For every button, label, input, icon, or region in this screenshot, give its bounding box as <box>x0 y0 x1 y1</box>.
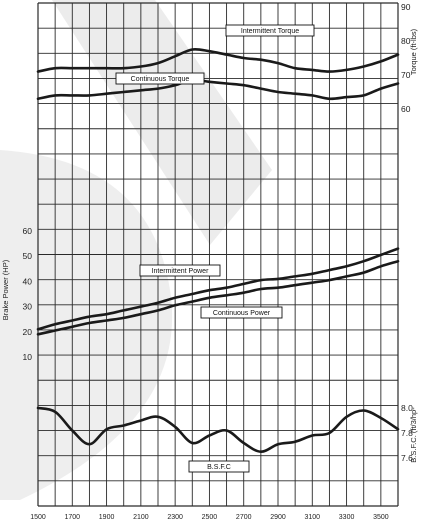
bsfc-y-tick-label: 8.0 <box>401 403 413 413</box>
bsfc-axis-title: B.S.F.C. (ft/3/hp- <box>409 407 418 463</box>
x-tick-label: 2700 <box>236 514 252 521</box>
torque-y-tick-label: 70 <box>401 70 411 80</box>
power-y-tick-label: 30 <box>23 302 33 312</box>
power-y-tick-label: 50 <box>23 251 33 261</box>
bsfc-label: B.S.F.C <box>188 460 250 473</box>
torque-axis-title: Torque (ft-lbs) <box>409 28 418 75</box>
torque-series-line-1 <box>36 47 400 73</box>
x-tick-label: 1700 <box>64 514 80 521</box>
power-intermittent-label-box <box>139 264 221 277</box>
bsfc-label-text: B.S.F.C <box>207 464 231 471</box>
x-tick-label: 2900 <box>270 514 286 521</box>
power-intermittent-label-text: Intermittent Power <box>152 268 209 275</box>
torque-intermittent-label-box <box>225 24 315 37</box>
x-tick-label: 2300 <box>167 514 183 521</box>
bsfc-label-box <box>188 460 250 473</box>
bsfc-y-tick-label: 7.8 <box>401 428 413 438</box>
power-continuous-label: Continuous Power <box>200 306 283 319</box>
torque-continuous-label-box <box>115 72 205 85</box>
power-y-tick-label: 60 <box>23 226 33 236</box>
power-y-tick-label: 20 <box>23 327 33 337</box>
torque-y-tick-label: 80 <box>401 36 411 46</box>
torque-intermittent-label: Intermittent Torque <box>225 24 315 37</box>
bsfc-series-line-1 <box>36 406 400 453</box>
x-tick-label: 3100 <box>304 514 320 521</box>
power-intermittent-label: Intermittent Power <box>139 264 221 277</box>
torque-continuous-label-text: Continuous Torque <box>131 76 190 83</box>
grid <box>37 2 399 507</box>
x-tick-label: 3500 <box>373 514 389 521</box>
watermark-arc <box>0 150 173 500</box>
x-tick-label: 1900 <box>99 514 115 521</box>
chart-marks <box>36 47 400 453</box>
power-series-line-1 <box>36 247 400 331</box>
bsfc-y-tick-label: 7.6 <box>401 453 413 463</box>
x-tick-label: 2500 <box>202 514 218 521</box>
chart-labels: 1500 1700 1900 2100 2300 2500 2700 2900 3100 3300… <box>1 2 418 521</box>
x-tick-label: 2100 <box>133 514 149 521</box>
torque-continuous-label: Continuous Torque <box>115 72 205 85</box>
power-continuous-label-text: Continuous Power <box>213 310 271 317</box>
torque-intermittent-label-text: Intermittent Torque <box>241 28 299 35</box>
power-y-tick-label: 10 <box>23 352 33 362</box>
torque-series-line-2 <box>36 78 400 101</box>
power-y-tick-label: 40 <box>23 276 33 286</box>
torque-y-tick-label: 60 <box>401 104 411 114</box>
x-tick-label: 3300 <box>339 514 355 521</box>
torque-y-tick-label: 90 <box>401 2 411 12</box>
power-continuous-label-box <box>200 306 283 319</box>
power-series-line-2 <box>36 259 400 336</box>
x-tick-label: 1500 <box>30 514 46 521</box>
power-axis-title: Brake Power (HP) <box>1 259 10 320</box>
